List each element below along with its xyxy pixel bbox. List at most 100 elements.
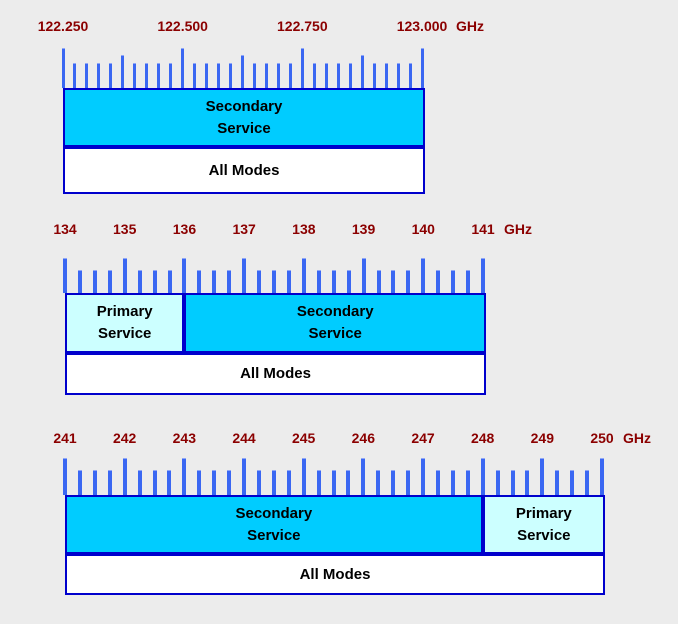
freq-tick bbox=[466, 270, 471, 293]
freq-tick-label: 246 bbox=[351, 430, 376, 446]
freq-tick bbox=[525, 470, 530, 495]
freq-tick bbox=[376, 270, 381, 293]
freq-tick bbox=[272, 270, 276, 293]
freq-tick bbox=[256, 470, 261, 495]
freq-tick bbox=[167, 470, 172, 495]
freq-tick bbox=[77, 470, 82, 495]
freq-tick bbox=[540, 458, 545, 495]
freq-tick bbox=[137, 470, 142, 495]
freq-tick bbox=[107, 470, 112, 495]
freq-tick-label: 244 bbox=[232, 430, 256, 446]
freq-tick bbox=[361, 458, 366, 495]
freq-tick bbox=[324, 63, 328, 88]
freq-tick bbox=[451, 270, 456, 293]
freq-tick bbox=[97, 63, 101, 88]
freq-tick-label: 136 bbox=[172, 221, 197, 237]
freq-tick-label: 139 bbox=[351, 221, 376, 237]
band-label-line1: Secondary bbox=[296, 303, 374, 320]
freq-tick bbox=[152, 470, 157, 495]
freq-tick bbox=[212, 470, 217, 495]
freq-tick bbox=[264, 63, 268, 88]
freq-tick bbox=[420, 48, 424, 88]
freq-tick-label: 140 bbox=[411, 221, 435, 237]
freq-tick bbox=[331, 470, 336, 495]
freq-tick bbox=[257, 270, 262, 293]
freq-tick bbox=[109, 63, 113, 88]
freq-tick bbox=[301, 458, 306, 495]
freq-tick bbox=[276, 63, 280, 88]
freq-tick-label: 134 bbox=[53, 221, 77, 237]
freq-tick bbox=[360, 55, 364, 88]
freq-tick bbox=[77, 270, 82, 293]
freq-tick bbox=[217, 63, 221, 88]
freq-tick bbox=[157, 63, 161, 88]
primary-service-box: Primary Service bbox=[482, 495, 605, 554]
freq-tick-label: 122.500 bbox=[157, 18, 208, 34]
freq-tick bbox=[421, 458, 425, 495]
freq-tick bbox=[585, 470, 590, 495]
freq-tick bbox=[122, 258, 127, 293]
freq-tick bbox=[348, 63, 352, 88]
band-label-line2: Service bbox=[308, 325, 362, 342]
freq-tick bbox=[133, 63, 137, 88]
freq-tick bbox=[312, 63, 316, 88]
band-label-line2: Service bbox=[247, 526, 301, 544]
freq-tick bbox=[181, 48, 185, 88]
freq-tick bbox=[145, 63, 149, 88]
freq-tick bbox=[570, 470, 575, 495]
freq-tick bbox=[92, 470, 97, 495]
freq-tick bbox=[421, 258, 426, 293]
freq-tick-label: 250 bbox=[590, 430, 614, 446]
freq-tick bbox=[61, 48, 65, 88]
freq-tick bbox=[436, 270, 441, 293]
freq-tick bbox=[396, 63, 400, 88]
freq-tick bbox=[85, 63, 89, 88]
freq-tick bbox=[229, 63, 233, 88]
freq-tick-label: 245 bbox=[291, 430, 316, 446]
freq-tick bbox=[376, 470, 381, 495]
freq-tick bbox=[182, 458, 187, 495]
freq-tick bbox=[346, 270, 351, 293]
freq-tick-label: 135 bbox=[113, 221, 137, 237]
freq-tick-label: 243 bbox=[172, 430, 197, 446]
freq-tick bbox=[122, 458, 127, 495]
freq-tick bbox=[205, 63, 209, 88]
freq-tick bbox=[197, 270, 202, 293]
freq-tick bbox=[495, 470, 500, 495]
freq-tick bbox=[450, 470, 455, 495]
freq-tick bbox=[300, 48, 304, 88]
freq-tick-label: 242 bbox=[112, 430, 137, 446]
all-modes-box: All Modes bbox=[65, 554, 605, 595]
primary-service-box: Primary Service bbox=[65, 293, 185, 353]
freq-tick bbox=[92, 270, 97, 293]
freq-tick bbox=[331, 270, 336, 293]
freq-tick bbox=[242, 258, 247, 293]
freq-tick bbox=[63, 458, 67, 495]
freq-tick bbox=[212, 270, 217, 293]
freq-tick-label: 241 bbox=[53, 430, 77, 446]
freq-tick bbox=[63, 258, 67, 293]
band-label-line1: Primary bbox=[96, 303, 153, 320]
freq-tick-label: 123.000 bbox=[396, 18, 448, 34]
freq-tick bbox=[227, 270, 232, 293]
secondary-service-box: Secondary Service bbox=[184, 293, 486, 353]
freq-tick-label: 137 bbox=[232, 221, 256, 237]
freq-tick bbox=[361, 258, 366, 293]
freq-tick bbox=[242, 458, 246, 495]
unit-label: GHz bbox=[623, 430, 651, 446]
freq-tick bbox=[121, 55, 125, 88]
freq-tick bbox=[241, 55, 244, 88]
freq-tick-label: 122.750 bbox=[277, 18, 328, 34]
freq-tick bbox=[346, 470, 351, 495]
freq-tick bbox=[510, 470, 515, 495]
freq-tick bbox=[137, 270, 142, 293]
band-label-line1: Secondary bbox=[235, 504, 313, 522]
freq-tick bbox=[435, 470, 440, 495]
freq-tick bbox=[286, 470, 291, 495]
secondary-service-box: Secondary Service bbox=[65, 495, 483, 554]
freq-tick-label: 138 bbox=[292, 221, 316, 237]
freq-tick bbox=[73, 63, 77, 88]
freq-tick bbox=[555, 470, 560, 495]
freq-tick bbox=[408, 63, 412, 88]
band-label-line1: Secondary bbox=[205, 97, 283, 115]
